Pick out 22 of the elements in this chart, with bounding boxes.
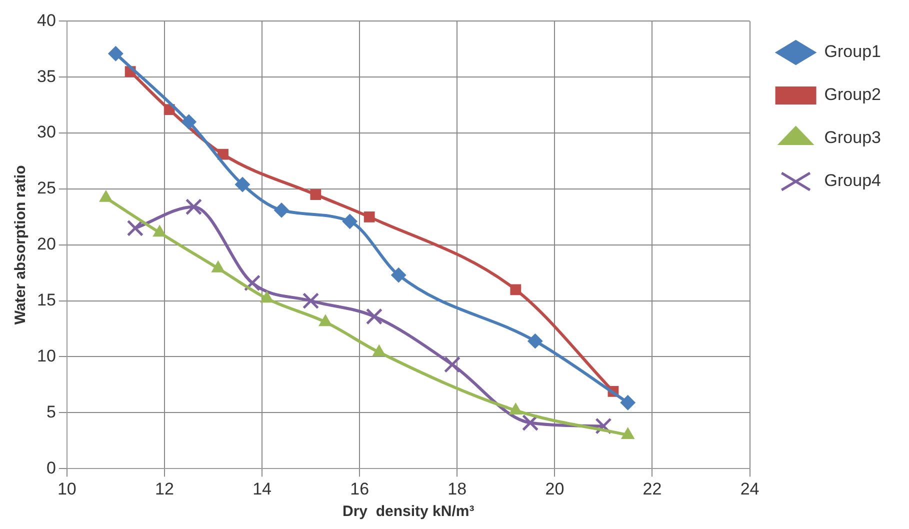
y-tick-label: 35: [36, 66, 56, 86]
legend-label: Group3: [824, 128, 881, 148]
y-axis-title: Water absorption ratio: [12, 165, 30, 325]
y-tick-label: 10: [36, 346, 56, 366]
x-tick-label: 14: [252, 479, 272, 498]
y-tick-label: 5: [46, 402, 56, 422]
legend-label: Group2: [824, 85, 881, 104]
y-tick-label: 20: [36, 234, 56, 254]
y-tick-label: 0: [46, 458, 56, 478]
y-tick-label: 25: [36, 178, 56, 198]
x-tick-label: 22: [642, 479, 662, 498]
legend-label: Group1: [824, 42, 881, 62]
legend-label: Group4: [824, 171, 881, 190]
y-tick-label: 40: [36, 10, 56, 30]
x-tick-label: 24: [740, 479, 760, 498]
y-tick-label: 30: [36, 122, 56, 142]
x-tick-label: 16: [350, 479, 370, 498]
x-axis-title: Dry density kN/m³: [342, 503, 474, 520]
x-tick-label: 20: [545, 479, 564, 498]
x-tick-label: 18: [448, 479, 467, 498]
y-tick-label: 15: [36, 290, 56, 310]
x-tick-label: 12: [155, 479, 174, 498]
